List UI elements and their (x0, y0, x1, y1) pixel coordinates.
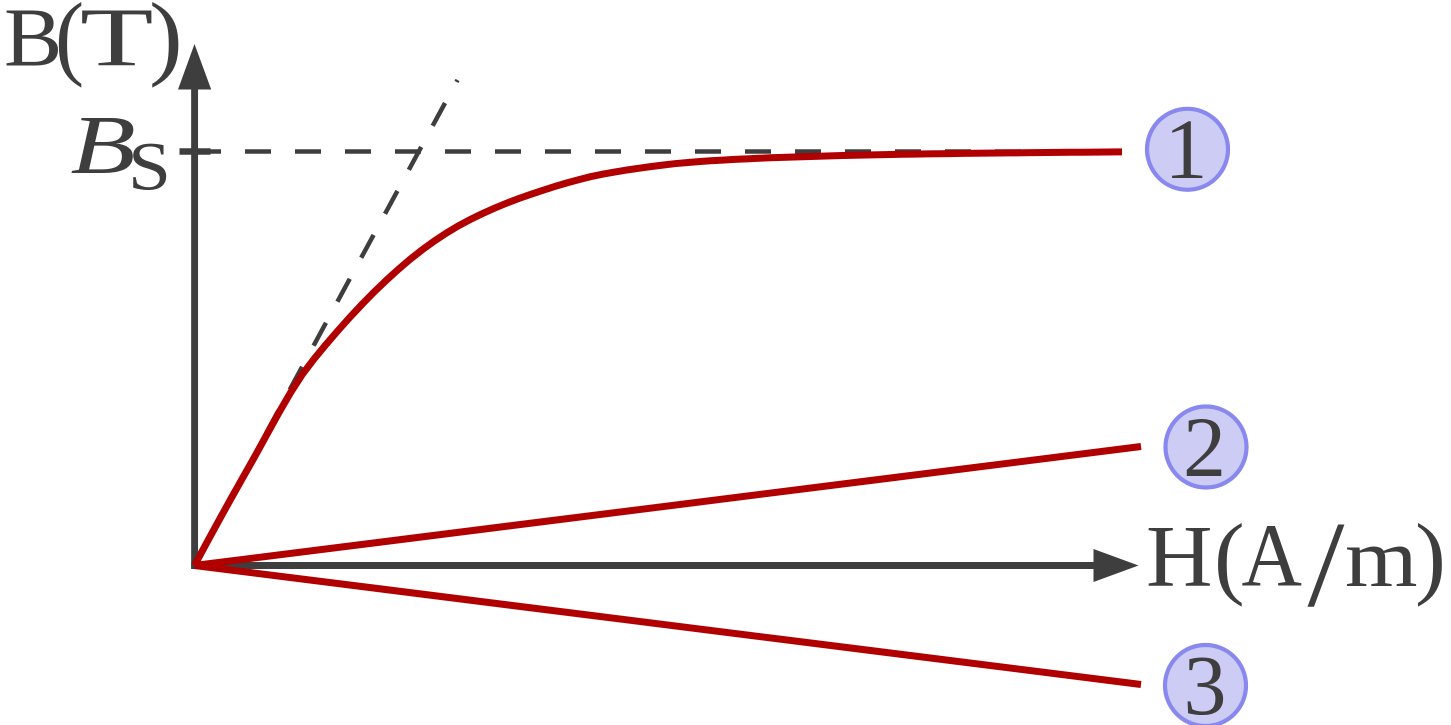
svg-text:(: ( (55, 0, 84, 88)
svg-text:H: H (1146, 508, 1213, 605)
svg-text:): ) (149, 0, 183, 89)
svg-text:m: m (1345, 512, 1418, 605)
svg-text:(: ( (1214, 505, 1245, 607)
svg-text:2: 2 (1183, 399, 1226, 495)
svg-text:1: 1 (1165, 101, 1208, 197)
svg-text:): ) (1415, 505, 1446, 606)
svg-text:S: S (128, 128, 171, 204)
svg-text:3: 3 (1184, 637, 1227, 725)
svg-text:B: B (4, 0, 62, 84)
svg-text:/: / (1308, 496, 1345, 632)
svg-text:T: T (80, 0, 153, 84)
svg-text:B: B (71, 98, 136, 192)
svg-text:A: A (1242, 506, 1303, 605)
